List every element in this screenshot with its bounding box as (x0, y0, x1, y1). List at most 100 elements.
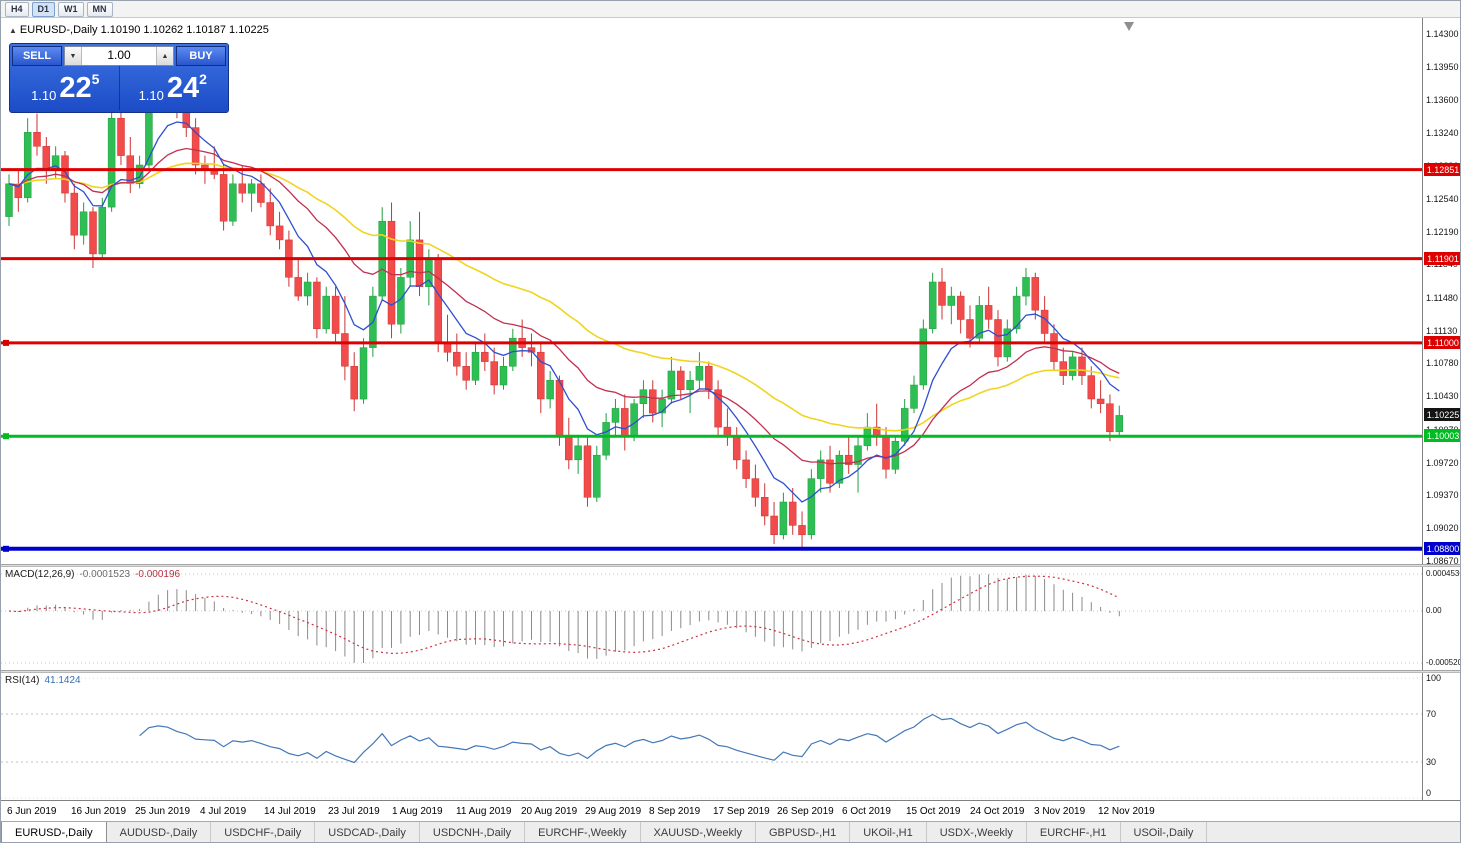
ohlc-text: EURUSD-,Daily 1.10190 1.10262 1.10187 1.… (19, 24, 269, 36)
date-axis[interactable]: 6 Jun 2019 16 Jun 2019 25 Jun 2019 4 Jul 20… (1, 800, 1460, 821)
sr-lines[interactable] (1, 168, 1422, 552)
rsi-plot[interactable] (1, 673, 1422, 800)
date-tick: 15 Oct 2019 (906, 806, 961, 817)
chart-tab-ukoil-h1[interactable]: UKOil-,H1 (850, 822, 927, 842)
macd-chart (1, 573, 1422, 664)
date-tick: 14 Jul 2019 (264, 806, 316, 817)
price-tick: 1.09720 (1426, 458, 1459, 468)
price-tick: 1.08670 (1426, 556, 1459, 566)
sr-price-badge: 1.11901 (1424, 252, 1460, 265)
sr-price-badge: 1.12851 (1424, 163, 1460, 176)
rsi-chart (1, 677, 1422, 799)
price-tick: 1.10430 (1426, 391, 1459, 401)
timeframe-mn-button[interactable]: MN (86, 1, 113, 17)
price-tick: 1.09370 (1426, 490, 1459, 500)
timeframe-d1-button[interactable]: D1 (31, 1, 56, 17)
macd-plot[interactable] (1, 567, 1422, 670)
main-chart-panel: 1.143001.139501.136001.132401.128901.125… (1, 18, 1460, 566)
rsi-axis-tick: 0 (1426, 788, 1432, 798)
macd-axis-tick: -0.0005205 (1426, 658, 1460, 667)
chart-tab-eurchf-h1[interactable]: EURCHF-,H1 (1027, 822, 1121, 842)
sell-price-big: 22 (59, 72, 92, 104)
buy-button[interactable]: BUY (176, 46, 226, 66)
date-tick: 20 Aug 2019 (521, 806, 578, 817)
timeframe-h4-button[interactable]: H4 (5, 1, 29, 17)
candlestick-chart (1, 22, 1422, 552)
macd-axis-tick: 0.0004536 (1426, 569, 1461, 578)
candlestick-series (5, 50, 1124, 550)
rsi-panel: RSI(14) 41.1424 100 70 30 0 (1, 673, 1460, 800)
sell-price-sup: 5 (91, 71, 100, 87)
macd-histogram (17, 574, 1120, 663)
chart-tab-eurusd-daily[interactable]: EURUSD-,Daily (1, 822, 107, 842)
price-tick: 1.13240 (1426, 128, 1459, 138)
rsi-axis[interactable]: 100 70 30 0 (1422, 673, 1460, 800)
macd-axis-tick: 0.00 (1426, 606, 1442, 615)
date-tick: 24 Oct 2019 (970, 806, 1025, 817)
price-tick: 1.10780 (1426, 358, 1459, 368)
price-tick: 1.13600 (1426, 95, 1459, 105)
date-tick: 11 Aug 2019 (456, 806, 512, 817)
buy-price-prefix: 1.10 (138, 88, 164, 103)
rsi-label: RSI(14) 41.1424 (5, 675, 81, 686)
rsi-title: RSI(14) (5, 675, 40, 686)
sr-price-badge: 1.11000 (1424, 336, 1460, 349)
price-tick: 1.14300 (1426, 29, 1459, 39)
date-tick: 16 Jun 2019 (71, 806, 127, 817)
rsi-value: 41.1424 (44, 675, 81, 686)
date-tick: 6 Jun 2019 (7, 806, 57, 817)
price-tick: 1.09020 (1426, 523, 1459, 533)
ma-slow-line (8, 162, 1120, 432)
price-tick: 1.11130 (1426, 326, 1458, 336)
date-tick: 4 Jul 2019 (200, 806, 247, 817)
macd-panel: MACD(12,26,9) -0.0001523 -0.000196 0.00045… (1, 567, 1461, 670)
sr-price-badge: 1.10003 (1424, 429, 1460, 442)
date-tick: 12 Nov 2019 (1098, 806, 1155, 817)
rsi-line (139, 713, 1120, 764)
price-tick: 1.12190 (1426, 227, 1459, 237)
panel-splitter[interactable] (1, 670, 1460, 673)
date-tick: 25 Jun 2019 (135, 806, 191, 817)
panel-splitter[interactable] (1, 564, 1460, 567)
chart-tab-bar: EURUSD-,Daily AUDUSD-,Daily USDCHF-,Daily U… (1, 821, 1460, 842)
ma-mid-line (8, 147, 1120, 465)
price-axis[interactable]: 1.143001.139501.136001.132401.128901.125… (1422, 18, 1460, 566)
date-tick: 23 Jul 2019 (328, 806, 380, 817)
macd-title: MACD(12,26,9) (5, 569, 75, 580)
rsi-axis-tick: 100 (1426, 673, 1442, 683)
chart-tab-usdcad-daily[interactable]: USDCAD-,Daily (315, 822, 420, 842)
timeframe-w1-button[interactable]: W1 (58, 1, 84, 17)
volume-stepper: ▼ 1.00 ▲ (64, 46, 174, 66)
sell-button[interactable]: SELL (12, 46, 62, 66)
date-tick: 29 Aug 2019 (585, 806, 642, 817)
macd-axis[interactable]: 0.0004536 0.00 -0.0005205 (1422, 567, 1461, 670)
date-tick: 8 Sep 2019 (649, 806, 701, 817)
volume-value[interactable]: 1.00 (107, 48, 131, 62)
sr-price-badge: 1.08800 (1424, 542, 1460, 555)
date-tick: 6 Oct 2019 (842, 806, 891, 817)
chart-tab-usdx-weekly[interactable]: USDX-,Weekly (927, 822, 1027, 842)
macd-value-main: -0.0001523 (79, 569, 131, 580)
macd-signal-line (8, 575, 1120, 655)
rsi-axis-tick: 30 (1426, 757, 1437, 767)
date-tick: 26 Sep 2019 (777, 806, 834, 817)
chart-tab-usdchf-daily[interactable]: USDCHF-,Daily (211, 822, 316, 842)
chart-tab-gbpusd-h1[interactable]: GBPUSD-,H1 (756, 822, 851, 842)
main-chart-plot[interactable] (1, 18, 1422, 564)
chart-tab-usdcnh-daily[interactable]: USDCNH-,Daily (420, 822, 526, 842)
chart-tab-audusd-daily[interactable]: AUDUSD-,Daily (107, 822, 212, 842)
chart-shift-marker[interactable] (1124, 22, 1134, 31)
chart-tab-usoil-daily[interactable]: USOil-,Daily (1121, 822, 1208, 842)
chart-tab-eurchf-weekly[interactable]: EURCHF-,Weekly (525, 822, 641, 842)
timeframe-toolbar: H4 D1 W1 MN (1, 1, 1460, 18)
date-tick: 1 Aug 2019 (392, 806, 443, 817)
volume-down-button[interactable]: ▼ (65, 47, 82, 65)
price-tick: 1.11480 (1426, 293, 1458, 303)
buy-price-sup: 2 (199, 71, 207, 87)
sell-price[interactable]: 1.10 22 5 (12, 66, 120, 110)
volume-up-button[interactable]: ▲ (156, 47, 173, 65)
rsi-axis-tick: 70 (1426, 709, 1437, 719)
macd-value-signal: -0.000196 (135, 569, 181, 580)
buy-price[interactable]: 1.10 24 2 (120, 66, 227, 110)
chart-tab-xauusd-weekly[interactable]: XAUUSD-,Weekly (641, 822, 756, 842)
